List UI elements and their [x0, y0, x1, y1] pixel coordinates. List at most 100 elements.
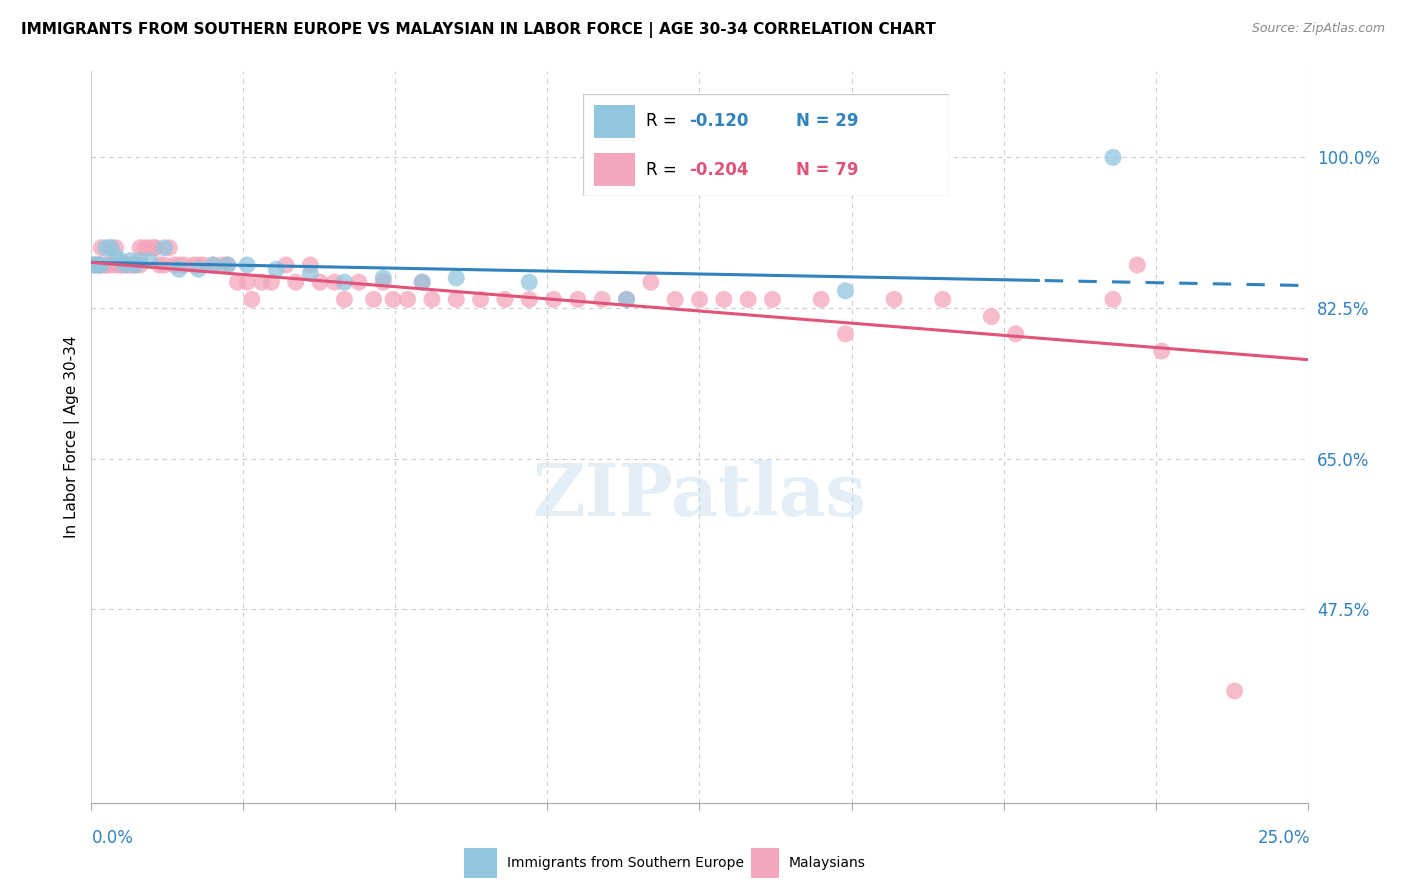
Point: [616, 293, 638, 307]
Point: [640, 275, 662, 289]
Text: -0.120: -0.120: [689, 112, 749, 130]
Point: [83, 258, 105, 272]
Point: [761, 293, 783, 307]
Bar: [751, 848, 779, 878]
Point: [1223, 684, 1246, 698]
Point: [834, 284, 856, 298]
Point: [110, 253, 132, 268]
Point: [1126, 258, 1149, 272]
Point: [236, 258, 259, 272]
Point: [299, 258, 322, 272]
Point: [94, 241, 117, 255]
Point: [87, 258, 110, 272]
Point: [211, 258, 233, 272]
Point: [90, 258, 112, 272]
Point: [1102, 150, 1125, 164]
Text: R =: R =: [645, 161, 682, 178]
Point: [129, 253, 152, 268]
Point: [444, 293, 467, 307]
Point: [202, 258, 225, 272]
Text: ZIPatlas: ZIPatlas: [533, 460, 866, 531]
Point: [250, 275, 273, 289]
Text: R =: R =: [645, 112, 682, 130]
Point: [100, 241, 122, 255]
Point: [517, 275, 540, 289]
Point: [713, 293, 735, 307]
Point: [167, 258, 190, 272]
Point: [373, 271, 395, 285]
Point: [737, 293, 759, 307]
Point: [120, 253, 142, 268]
Bar: [595, 105, 634, 137]
Point: [110, 258, 132, 272]
Point: [83, 258, 105, 272]
Point: [217, 258, 239, 272]
Point: [616, 293, 638, 307]
Point: [129, 241, 152, 255]
Point: [143, 241, 166, 255]
Point: [90, 241, 112, 255]
Point: [134, 241, 156, 255]
Point: [148, 258, 170, 272]
Text: Immigrants from Southern Europe: Immigrants from Southern Europe: [508, 856, 744, 870]
Text: N = 29: N = 29: [796, 112, 858, 130]
Text: N = 79: N = 79: [796, 161, 858, 178]
Point: [688, 293, 710, 307]
Text: IMMIGRANTS FROM SOUTHERN EUROPE VS MALAYSIAN IN LABOR FORCE | AGE 30-34 CORRELAT: IMMIGRANTS FROM SOUTHERN EUROPE VS MALAY…: [21, 22, 936, 38]
Point: [157, 241, 180, 255]
Point: [202, 258, 225, 272]
Point: [1150, 344, 1173, 359]
Point: [114, 258, 136, 272]
Point: [883, 293, 905, 307]
Point: [834, 326, 856, 341]
Point: [1102, 293, 1125, 307]
Point: [124, 258, 146, 272]
Point: [1004, 326, 1026, 341]
Point: [396, 293, 419, 307]
Point: [333, 293, 356, 307]
Y-axis label: In Labor Force | Age 30-34: In Labor Force | Age 30-34: [65, 335, 80, 539]
Point: [567, 293, 589, 307]
Point: [347, 275, 370, 289]
Point: [120, 258, 142, 272]
Point: [163, 258, 186, 272]
Point: [104, 249, 127, 263]
Point: [260, 275, 283, 289]
Point: [664, 293, 686, 307]
Text: -0.204: -0.204: [689, 161, 749, 178]
Point: [114, 258, 136, 272]
Point: [124, 258, 146, 272]
Point: [517, 293, 540, 307]
Point: [323, 275, 346, 289]
Point: [382, 293, 405, 307]
Point: [100, 258, 122, 272]
Point: [139, 253, 162, 268]
Point: [411, 275, 433, 289]
Point: [129, 258, 152, 272]
Point: [980, 310, 1002, 324]
Point: [110, 258, 132, 272]
Text: Source: ZipAtlas.com: Source: ZipAtlas.com: [1251, 22, 1385, 36]
Point: [274, 258, 297, 272]
Point: [299, 267, 322, 281]
Point: [87, 258, 110, 272]
Point: [94, 258, 117, 272]
Text: Malaysians: Malaysians: [789, 856, 866, 870]
Point: [470, 293, 492, 307]
Point: [84, 258, 107, 272]
Point: [373, 275, 395, 289]
Point: [363, 293, 385, 307]
Point: [494, 293, 516, 307]
Point: [543, 293, 565, 307]
Point: [226, 275, 249, 289]
Point: [143, 241, 166, 255]
Point: [236, 275, 259, 289]
Point: [84, 258, 107, 272]
Point: [153, 241, 176, 255]
Point: [264, 262, 287, 277]
Point: [167, 262, 190, 277]
Point: [104, 241, 127, 255]
Point: [444, 271, 467, 285]
Point: [240, 293, 263, 307]
Point: [810, 293, 832, 307]
